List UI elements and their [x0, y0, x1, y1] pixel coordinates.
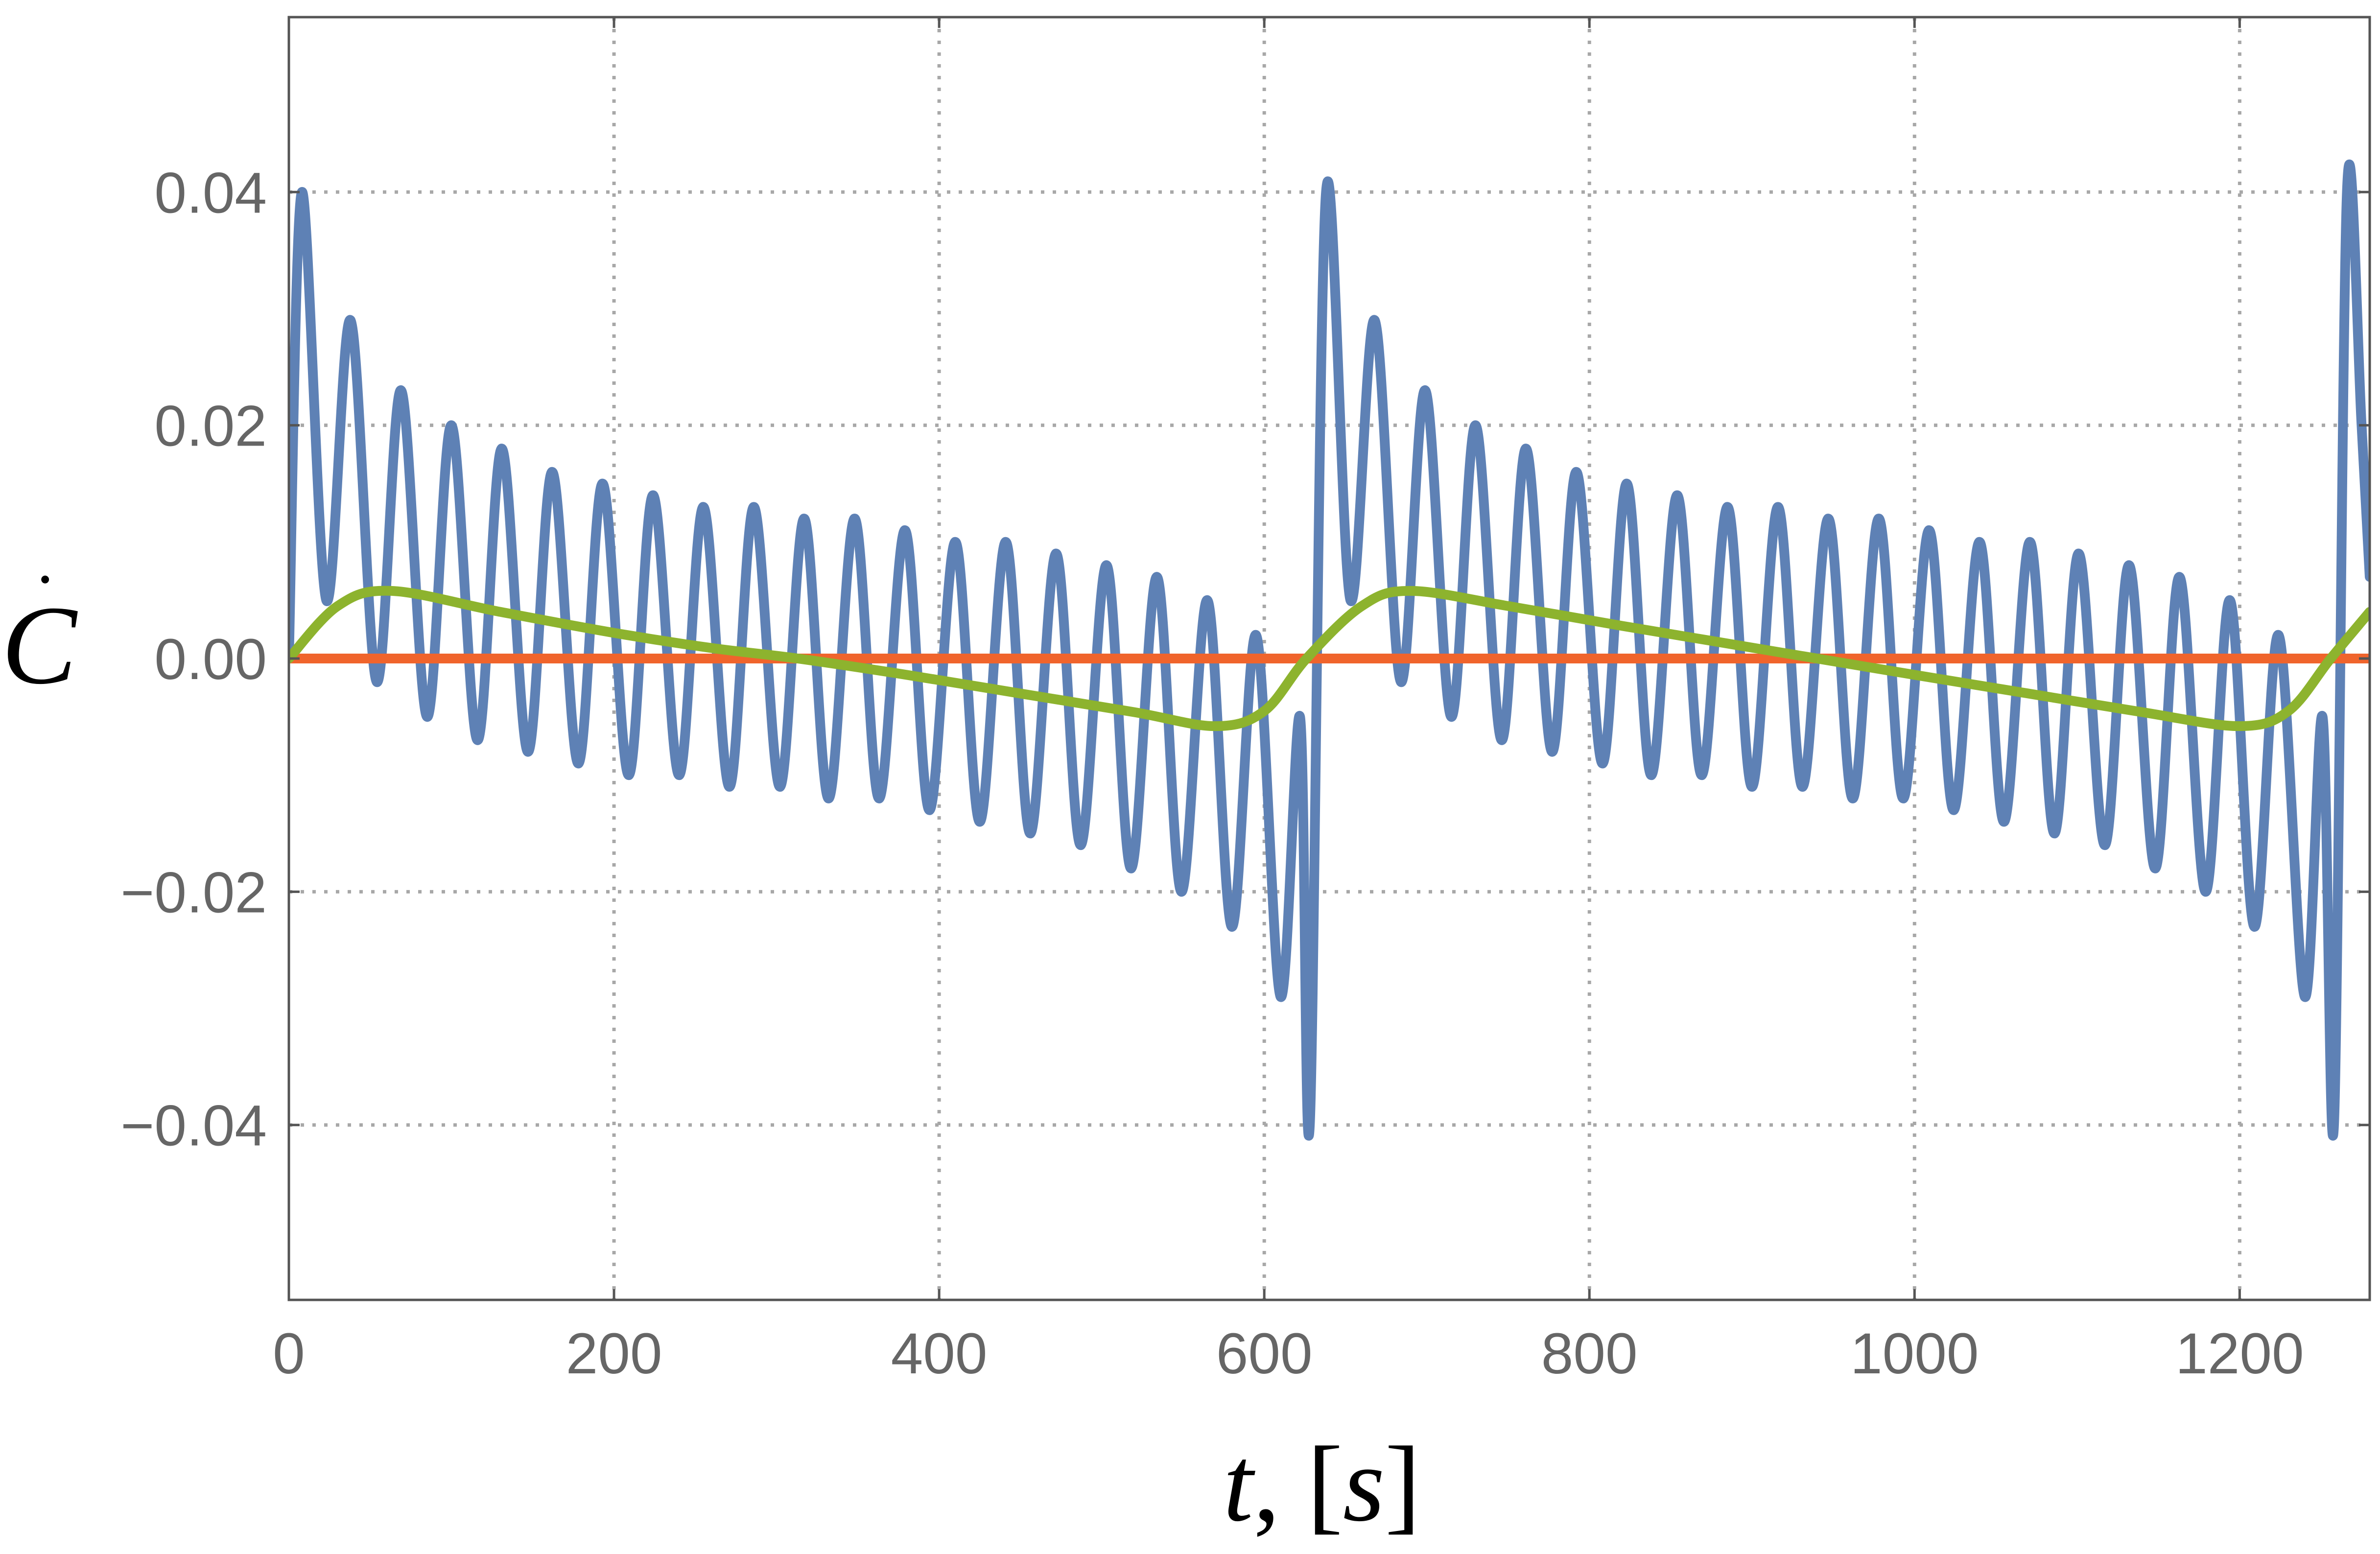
plot-series — [289, 159, 2370, 1141]
x-tick-label: 600 — [1216, 1321, 1313, 1386]
grid — [289, 17, 2370, 1300]
x-axis-label-var: t — [1223, 1424, 1255, 1544]
y-tick-label: 0.04 — [154, 161, 267, 225]
x-tick-label: 200 — [566, 1321, 662, 1386]
x-tick-label: 800 — [1541, 1321, 1638, 1386]
series-line-1 — [289, 159, 2370, 1141]
y-tick-label: 0.00 — [154, 627, 267, 692]
x-tick-label: 400 — [891, 1321, 988, 1386]
y-tick-label: 0.02 — [154, 394, 267, 459]
y-axis-label-dot: ˙ — [33, 559, 57, 640]
x-axis-label-open: [ — [1307, 1424, 1343, 1544]
y-tick-label: −0.04 — [120, 1094, 267, 1158]
y-axis-label-symbol: C — [1, 583, 78, 707]
x-tick-label: 1000 — [1850, 1321, 1979, 1386]
x-axis-label-sep: , — [1253, 1424, 1307, 1544]
y-tick-label: −0.02 — [120, 860, 267, 925]
axis-ticks: 0 200 400 600 800 1000 1200 −0.04 −0.02 0.00 0.02 0… — [120, 17, 2370, 1386]
series-line-3 — [289, 586, 2370, 731]
y-axis-label: ˙ C — [1, 559, 78, 707]
x-axis-label-close: ] — [1385, 1424, 1420, 1544]
x-tick-label: 1200 — [2175, 1321, 2304, 1386]
x-tick-label: 0 — [273, 1321, 305, 1386]
x-axis-label-unit: s — [1343, 1424, 1385, 1544]
x-axis-label: t, [s] — [1223, 1424, 1420, 1544]
